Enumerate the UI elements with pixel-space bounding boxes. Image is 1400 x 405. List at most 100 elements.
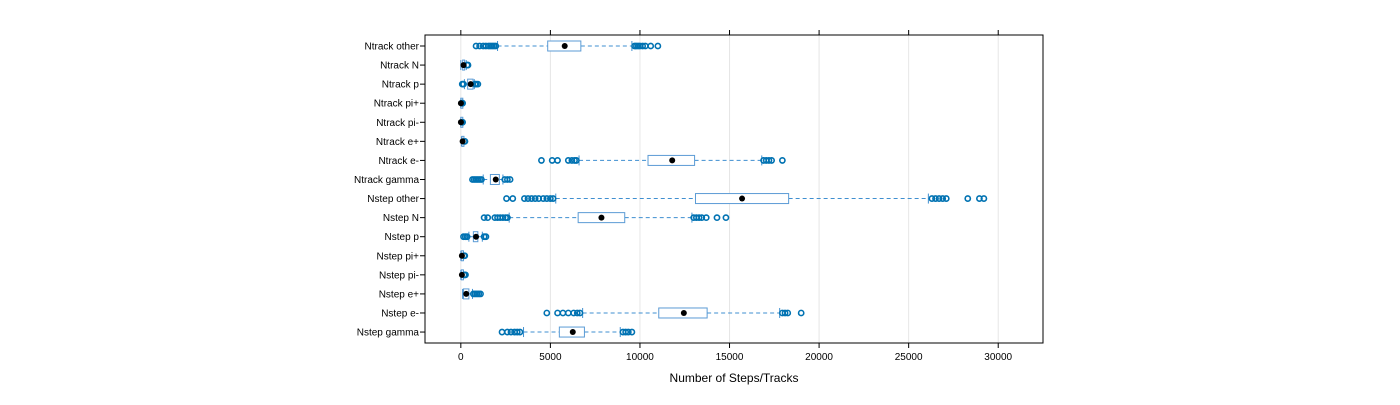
- outlier-point: [639, 42, 647, 50]
- outlier-point: [531, 195, 539, 202]
- median-dot: [463, 290, 470, 297]
- x-tick-label: 0: [458, 352, 464, 363]
- outlier-point: [498, 328, 506, 336]
- outlier-point: [647, 42, 655, 50]
- outlier-point: [460, 80, 467, 88]
- outlier-point: [480, 214, 488, 222]
- outlier-point: [695, 214, 703, 222]
- boxplot-ntrack-p: [458, 78, 482, 90]
- category-label: Nstep e+: [379, 289, 419, 300]
- outlier-point: [964, 195, 972, 202]
- outlier-point: [484, 214, 492, 222]
- x-tick-label: 15000: [716, 352, 744, 363]
- outlier-point: [538, 157, 545, 164]
- outlier-point: [781, 309, 789, 317]
- x-axis-title: Number of Steps/Tracks: [670, 371, 799, 385]
- boxplot-nstep-p: [460, 231, 490, 243]
- boxplot-ntrack-pi-: [457, 97, 467, 109]
- outlier-point: [554, 157, 561, 164]
- plot-frame: [424, 34, 1044, 344]
- outlier-point: [573, 309, 581, 317]
- median-dot: [459, 138, 466, 145]
- boxplot-nstep-pi-: [458, 269, 469, 281]
- outlier-point: [513, 328, 521, 336]
- outlier-point: [722, 214, 730, 222]
- outlier-point: [564, 157, 572, 164]
- outlier-point: [928, 195, 936, 202]
- boxplot-ntrack-n: [460, 59, 472, 71]
- outlier-point: [539, 195, 547, 202]
- boxplot-ntrack-pi-: [457, 116, 467, 128]
- outlier-point: [554, 309, 561, 317]
- median-dot: [569, 329, 576, 336]
- category-label: Ntrack N: [380, 61, 419, 72]
- outlier-point: [476, 42, 484, 50]
- outlier-point: [507, 328, 515, 336]
- median-dot: [473, 233, 480, 240]
- median-dot: [561, 43, 568, 49]
- outlier-point: [797, 309, 805, 317]
- category-label: Ntrack pi-: [376, 118, 419, 129]
- category-label: Nstep gamma: [357, 328, 420, 339]
- category-label: Nstep other: [367, 194, 419, 205]
- series-layer: [457, 40, 988, 338]
- median-dot: [598, 214, 605, 221]
- outlier-point: [654, 42, 662, 50]
- outlier-point: [768, 157, 776, 164]
- boxplot-nstep-e-: [462, 288, 484, 300]
- outlier-point: [778, 157, 786, 164]
- outlier-point: [524, 195, 532, 202]
- outlier-point: [549, 195, 557, 202]
- outlier-point: [980, 195, 988, 202]
- median-dot: [492, 176, 499, 183]
- outlier-point: [543, 309, 551, 317]
- category-label: Nstep e-: [381, 308, 419, 319]
- boxplot-ntrack-e-: [538, 154, 786, 166]
- outlier-point: [576, 309, 584, 317]
- x-tick-label: 10000: [626, 352, 654, 363]
- outlier-point: [942, 195, 950, 202]
- outlier-point: [546, 195, 554, 202]
- outlier-point: [516, 328, 524, 336]
- category-label: Ntrack p: [382, 80, 420, 91]
- outlier-point: [521, 195, 528, 202]
- boxplot-nstep-n: [480, 212, 730, 224]
- x-tick-label: 30000: [984, 352, 1012, 363]
- boxplot-ntrack-gamma: [469, 173, 514, 185]
- outlier-point: [503, 214, 511, 222]
- outlier-point: [503, 176, 511, 183]
- outlier-point: [559, 309, 567, 317]
- outlier-point: [939, 195, 947, 202]
- median-dot: [680, 309, 687, 316]
- outlier-point: [572, 157, 580, 164]
- median-dot: [457, 100, 464, 107]
- boxplot-ntrack-e-: [459, 135, 469, 147]
- x-tick-label: 25000: [895, 352, 923, 363]
- median-dot: [458, 271, 465, 278]
- outlier-point: [935, 195, 943, 202]
- outlier-point: [482, 233, 490, 241]
- outlier-point: [477, 290, 484, 298]
- category-label: Nstep p: [385, 232, 420, 243]
- outlier-point: [713, 214, 721, 222]
- outlier-point: [503, 195, 510, 202]
- category-label: Ntrack gamma: [354, 175, 419, 186]
- category-label: Nstep pi-: [379, 270, 419, 281]
- outlier-point: [932, 195, 939, 202]
- boxplot-nstep-e-: [543, 307, 805, 319]
- outlier-point: [509, 195, 517, 202]
- x-tick-label: 5000: [539, 352, 562, 363]
- outlier-point: [548, 157, 556, 164]
- median-dot: [460, 62, 467, 69]
- outlier-point: [784, 309, 792, 317]
- category-label: Ntrack e+: [376, 137, 419, 148]
- median-dot: [467, 81, 474, 88]
- boxplot-nstep-gamma: [498, 326, 636, 338]
- x-axis-ticks: 0 5000 10000 15000 20000 25000 30000: [458, 30, 1013, 363]
- boxplot-nstep-pi-: [458, 250, 469, 262]
- median-dot: [458, 252, 465, 259]
- category-labels: Ntrack other Ntrack N Ntrack p Ntrack pi+ Nt…: [354, 42, 425, 339]
- boxplot-ntrack-other: [472, 40, 662, 52]
